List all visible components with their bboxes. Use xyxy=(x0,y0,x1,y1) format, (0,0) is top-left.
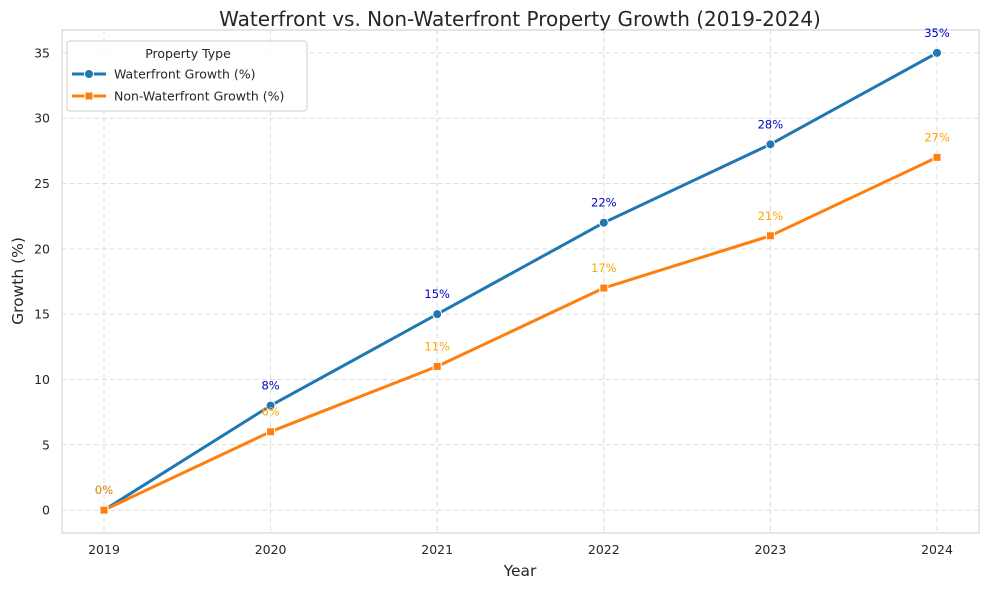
data-point-marker xyxy=(765,231,775,241)
series-markers xyxy=(99,47,942,516)
data-label: 21% xyxy=(758,209,784,223)
x-axis-label: Year xyxy=(503,562,537,580)
data-point-marker xyxy=(599,283,609,293)
x-tick-label: 2022 xyxy=(588,542,620,557)
y-tick-label: 10 xyxy=(34,372,50,387)
data-label: 22% xyxy=(591,196,617,210)
data-labels: 0%8%15%22%28%35%0%6%11%17%21%27% xyxy=(95,26,950,497)
tick-labels: 2019 2020 2021 2022 2023 2024 0 5 10 15 20 25 30 35 xyxy=(34,45,953,557)
data-label: 0% xyxy=(95,483,113,497)
data-label: 17% xyxy=(591,261,617,275)
data-point-marker xyxy=(99,505,109,515)
data-label: 35% xyxy=(924,26,950,40)
x-tick-label: 2019 xyxy=(88,542,120,557)
x-tick-label: 2024 xyxy=(921,542,953,557)
y-tick-label: 30 xyxy=(34,111,50,126)
data-point-marker xyxy=(266,427,276,437)
series-line-non-waterfront xyxy=(102,155,939,512)
legend-title: Property Type xyxy=(145,46,231,61)
series-lines xyxy=(102,51,939,512)
data-point-marker xyxy=(432,361,442,371)
y-tick-label: 35 xyxy=(34,45,50,60)
x-tick-label: 2023 xyxy=(754,542,786,557)
data-point-marker xyxy=(932,47,942,58)
data-point-marker xyxy=(765,139,776,150)
data-point-marker xyxy=(432,309,443,320)
data-label: 11% xyxy=(424,339,450,353)
y-axis-label: Growth (%) xyxy=(9,237,27,325)
y-tick-label: 20 xyxy=(34,241,50,256)
y-tick-label: 25 xyxy=(34,176,50,191)
legend-entry-label: Non-Waterfront Growth (%) xyxy=(114,89,284,104)
y-tick-label: 0 xyxy=(42,503,50,518)
data-label: 28% xyxy=(758,117,784,131)
x-tick-label: 2020 xyxy=(255,542,287,557)
data-point-marker xyxy=(932,152,942,162)
y-tick-label: 5 xyxy=(42,437,50,452)
y-tick-label: 15 xyxy=(34,307,50,322)
data-label: 0% xyxy=(95,483,113,497)
legend: Property Type Waterfront Growth (%) Non-W… xyxy=(66,40,308,112)
data-label: 27% xyxy=(924,130,950,144)
data-label: 15% xyxy=(424,287,450,301)
legend-entry-label: Waterfront Growth (%) xyxy=(114,67,256,82)
legend-marker-swatch xyxy=(84,91,94,101)
legend-box xyxy=(66,40,308,112)
legend-entries: Waterfront Growth (%) Non-Waterfront Grow… xyxy=(72,67,284,104)
data-label: 6% xyxy=(261,405,279,419)
data-point-marker xyxy=(265,400,276,411)
data-point-marker xyxy=(598,217,609,228)
series-line-waterfront xyxy=(102,51,939,512)
x-tick-label: 2021 xyxy=(421,542,453,557)
data-label: 8% xyxy=(261,379,279,393)
chart-title: Waterfront vs. Non-Waterfront Property G… xyxy=(219,7,821,31)
legend-marker-swatch xyxy=(84,69,94,79)
